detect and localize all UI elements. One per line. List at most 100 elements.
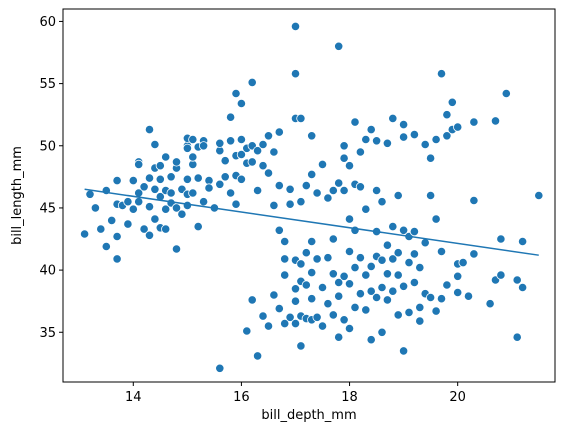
data-point: [258, 161, 268, 171]
data-point: [517, 282, 528, 293]
data-point: [134, 159, 144, 169]
data-point: [344, 279, 355, 289]
data-point: [150, 139, 160, 150]
data-point: [393, 310, 403, 320]
data-point: [453, 287, 463, 298]
data-point: [296, 259, 306, 269]
data-point: [123, 197, 133, 207]
data-point: [382, 138, 392, 148]
data-point: [269, 200, 279, 210]
x-axis-ticks: 14 16 18 20: [125, 382, 466, 405]
data-point: [361, 134, 371, 145]
data-point: [253, 351, 263, 361]
data-point: [334, 178, 344, 188]
data-point: [269, 147, 279, 157]
data-point: [393, 190, 403, 201]
data-point: [199, 141, 209, 151]
data-point: [371, 292, 382, 303]
data-point: [285, 312, 295, 322]
data-point: [188, 152, 198, 162]
data-point: [485, 299, 495, 309]
data-point: [274, 225, 284, 235]
data-point: [382, 240, 392, 250]
data-point: [415, 262, 425, 273]
data-point: [490, 116, 501, 126]
data-point: [182, 174, 192, 184]
data-point: [404, 257, 414, 268]
data-point: [171, 157, 182, 167]
data-point: [431, 134, 441, 145]
data-point: [409, 277, 419, 288]
data-point: [263, 131, 274, 141]
data-point: [366, 286, 376, 296]
data-point: [355, 253, 365, 263]
data-point: [415, 316, 425, 326]
data-point: [307, 131, 317, 141]
data-point: [263, 168, 274, 178]
x-tick-label: 20: [449, 390, 466, 405]
data-point: [344, 214, 355, 224]
data-point: [242, 326, 252, 336]
data-point: [512, 332, 522, 342]
data-point: [139, 224, 149, 234]
y-tick-label: 50: [39, 139, 56, 154]
data-point: [290, 296, 301, 306]
data-point: [317, 282, 328, 293]
data-point: [328, 234, 338, 244]
data-point: [128, 176, 138, 186]
data-point: [442, 131, 452, 141]
data-point: [177, 209, 187, 219]
data-point: [442, 280, 452, 290]
data-point: [350, 117, 360, 127]
data-point: [361, 204, 371, 214]
y-tick-label: 40: [39, 264, 56, 279]
data-point: [453, 122, 463, 132]
data-point: [274, 303, 284, 314]
data-point: [280, 254, 290, 264]
data-point: [415, 302, 425, 312]
data-point: [371, 185, 382, 196]
data-point: [215, 363, 225, 373]
data-point: [171, 203, 182, 213]
data-point: [398, 120, 409, 130]
data-point: [323, 299, 333, 309]
data-point: [512, 275, 522, 285]
x-axis-label: bill_depth_mm: [261, 408, 356, 423]
data-point: [220, 172, 230, 182]
data-point: [436, 69, 447, 79]
data-point: [496, 234, 506, 244]
data-point: [231, 88, 241, 99]
data-point: [388, 222, 398, 232]
data-point: [388, 113, 398, 124]
data-point: [301, 248, 311, 258]
data-point: [199, 197, 209, 207]
data-point: [182, 200, 192, 210]
regression-line: [84, 188, 539, 256]
data-point: [112, 231, 122, 242]
data-point: [274, 181, 284, 191]
data-point: [436, 294, 447, 304]
data-point: [236, 98, 246, 109]
points-layer: [80, 21, 544, 373]
y-axis-label: bill_length_mm: [10, 146, 25, 245]
data-point: [344, 161, 355, 171]
data-point: [188, 134, 198, 145]
data-point: [247, 295, 257, 305]
data-point: [128, 204, 138, 214]
data-point: [436, 246, 447, 257]
data-point: [328, 269, 338, 279]
data-point: [112, 254, 122, 264]
data-point: [458, 257, 468, 268]
data-point: [155, 174, 165, 184]
data-point: [344, 246, 355, 257]
y-tick-label: 55: [39, 77, 56, 92]
data-point: [215, 179, 225, 189]
data-point: [350, 302, 360, 312]
data-point: [134, 197, 144, 207]
data-point: [312, 254, 322, 264]
data-point: [296, 113, 306, 124]
data-point: [350, 262, 360, 273]
data-point: [393, 248, 403, 258]
data-point: [312, 312, 322, 322]
data-point: [296, 197, 306, 207]
